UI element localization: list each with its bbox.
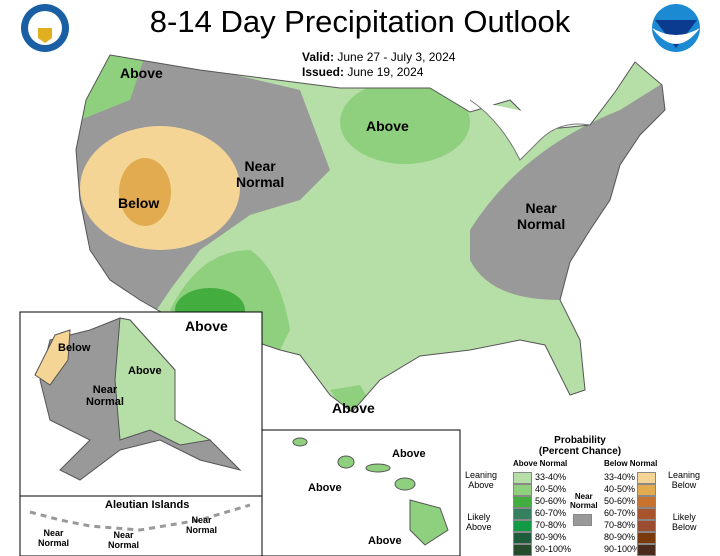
mn-above-area [340,80,470,164]
swatch-below-2 [637,496,656,508]
range-below-4: 70-80% [604,520,636,530]
range-above-6: 90-100% [535,544,572,554]
range-above-3: 60-70% [535,508,567,518]
swatch-above-3 [513,508,532,520]
label-east-near-normal: Near Normal [517,200,566,232]
label-below: Below [118,195,160,211]
range-below-6: 90-100% [604,544,641,554]
range-below-5: 80-90% [604,532,636,542]
swatch-above-2 [513,496,532,508]
aleutian-islands [29,503,251,532]
range-above-0: 33-40% [535,472,567,482]
swatch-above-1 [513,484,532,496]
range-above-4: 70-80% [535,520,567,530]
label-ak-near-normal: Near Normal [86,384,124,408]
swatch-above-0 [513,472,532,484]
label-mn-above: Above [366,118,409,134]
range-below-1: 40-50% [604,484,636,494]
label-aleutian-near2: Near Normal [108,530,140,550]
swatch-below-0 [637,472,656,484]
label-ak-above: Above [128,365,162,377]
swatch-below-4 [637,520,656,532]
swatch-below-6 [637,544,656,556]
swatch-below-3 [637,508,656,520]
aleutian-inset [19,495,263,556]
swatch-below-1 [637,484,656,496]
range-below-3: 60-70% [604,508,636,518]
label-sw-above: Above [185,318,228,334]
range-below-0: 33-40% [604,472,636,482]
valid-dates: Valid: June 27 - July 3, 2024 [302,50,456,64]
east-near-normal-area [470,60,665,330]
doc-seal-logo [21,4,69,52]
label-ak-below: Below [58,342,91,354]
label-wa-above: Above [120,65,163,81]
label-aleutian-near3: Near Normal [186,515,218,535]
swatch-near-normal [573,514,592,526]
label-hi-above3: Above [368,535,402,547]
alaska-above-area [114,317,212,446]
swatch-above-4 [513,520,532,532]
range-below-2: 50-60% [604,496,636,506]
below-40-50-area [119,158,171,226]
label-west-near-normal: Near Normal [236,158,285,190]
range-above-5: 80-90% [535,532,567,542]
swatch-above-5 [513,532,532,544]
noaa-logo [652,4,700,52]
great-lakes [469,99,591,161]
label-aleutian-near1: Near Normal [38,528,70,548]
label-hi-above2: Above [308,482,342,494]
label-tx-above: Above [332,400,375,416]
aleutian-title: Aleutian Islands [105,499,190,511]
range-above-2: 50-60% [535,496,567,506]
page-title: 8-14 Day Precipitation Outlook [149,4,571,39]
swatch-above-6 [513,544,532,556]
label-hi-above1: Above [392,448,426,460]
issued-date: Issued: June 19, 2024 [302,65,424,79]
range-above-1: 40-50% [535,484,567,494]
swatch-below-5 [637,532,656,544]
alaska-below-area [34,329,71,386]
